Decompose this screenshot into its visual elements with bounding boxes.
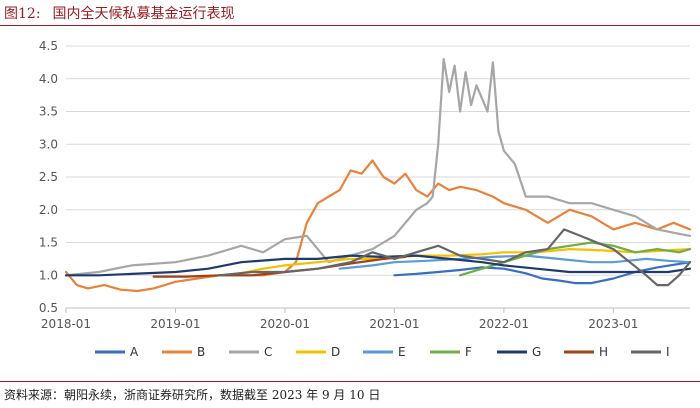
series-line-d: [229, 248, 692, 277]
y-tick-label: 4.0: [39, 72, 58, 86]
legend-label-h: H: [599, 345, 608, 359]
y-tick-label: 0.5: [39, 301, 58, 315]
y-tick-label: 2.5: [39, 170, 58, 184]
legend: A B C D E F G H I: [95, 345, 670, 359]
figure-title: 图12: 国内全天候私募基金运行表现: [4, 3, 235, 23]
y-tick-label: 4.5: [39, 39, 58, 53]
series-line-c: [64, 58, 692, 277]
legend-label-c: C: [264, 345, 272, 359]
x-tick-label: 2021-01: [369, 317, 419, 331]
legend-label-a: A: [130, 345, 139, 359]
source-divider: [0, 381, 700, 382]
legend-label-e: E: [398, 345, 406, 359]
title-divider: [0, 25, 700, 26]
figure-number: 图12:: [4, 6, 41, 22]
legend-label-g: G: [532, 345, 541, 359]
series-line-a: [393, 261, 692, 285]
x-tick-label: 2019-01: [150, 317, 200, 331]
y-axis-ticks: 4.5 4.0 3.5 3.0 2.5 2.0 1.5 1.0 0.5: [39, 39, 58, 315]
legend-label-f: F: [465, 345, 472, 359]
x-axis-ticks: 2018-01 2019-01 2020-01 2021-01 2022-01 2023-…: [41, 307, 690, 331]
x-tick-label: 2022-01: [479, 317, 529, 331]
x-tick-label: 2023-01: [588, 317, 638, 331]
y-tick-label: 3.5: [39, 105, 58, 119]
series-line-b: [64, 159, 692, 293]
grid-lines: [66, 45, 690, 309]
x-tick-label: 2018-01: [41, 317, 91, 331]
series-lines: [64, 58, 692, 293]
y-tick-label: 1.5: [39, 236, 58, 250]
x-tick-label: 2020-01: [260, 317, 310, 331]
legend-label-d: D: [331, 345, 340, 359]
line-chart: 4.5 4.0 3.5 3.0 2.5 2.0 1.5 1.0 0.5 2018-01 2019-…: [39, 39, 692, 359]
source-note: 资料来源：朝阳永续，浙商证券研究所，数据截至 2023 年 9 月 10 日: [4, 388, 381, 402]
series-line-i: [218, 228, 692, 287]
legend-label-b: B: [197, 345, 205, 359]
y-tick-label: 2.0: [39, 203, 58, 217]
figure-title-text: 国内全天候私募基金运行表现: [52, 6, 235, 22]
y-tick-label: 1.0: [39, 268, 58, 282]
series-line-f: [459, 241, 692, 277]
y-tick-label: 3.0: [39, 137, 58, 151]
legend-label-i: I: [666, 345, 670, 359]
